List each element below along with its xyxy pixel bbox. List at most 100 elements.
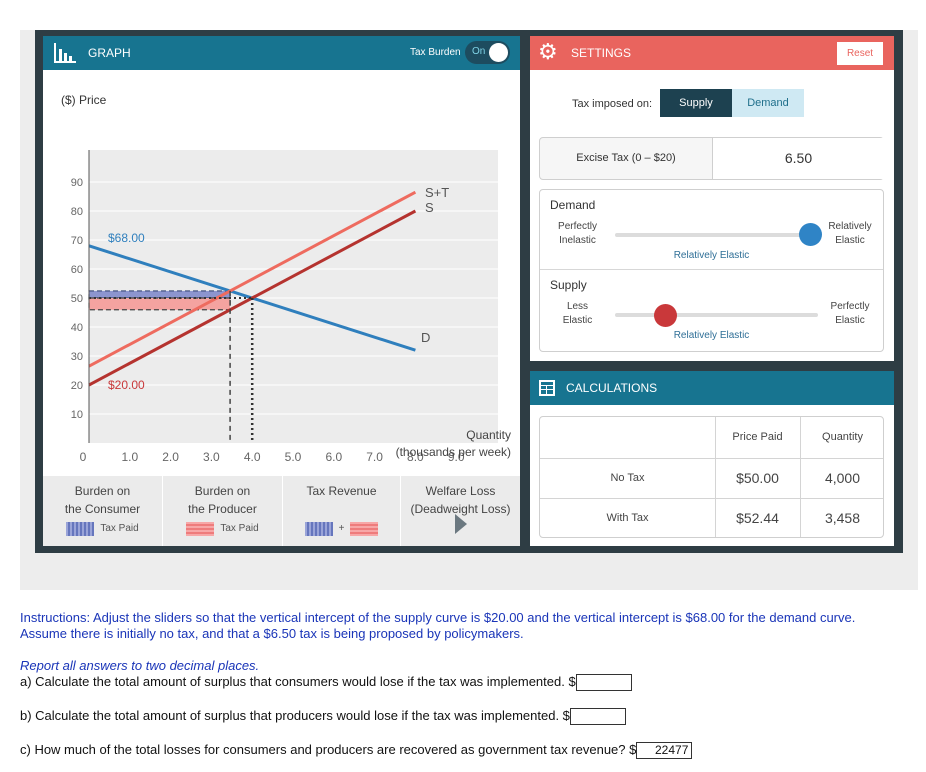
excise-tax-label: Excise Tax (0 – $20) [576,152,676,164]
x-tick-label: 3.0 [203,450,220,464]
bar-chart-icon [54,43,76,63]
revenue-plus: + [338,523,345,534]
col-header-quantity: Quantity [822,431,863,443]
tax-burden-label: Tax Burden [410,47,461,58]
instructions-text: Instructions: Adjust the sliders so that… [20,610,856,641]
elasticity-sliders: Demand Perfectly Inelastic Relatively Elas… [539,189,884,352]
question-b-text: b) Calculate the total amount of surplus… [20,708,570,723]
consumer-burden-area [88,290,231,299]
tax-imposed-label: Tax imposed on: [572,98,653,110]
question-c: c) How much of the total losses for cons… [20,742,693,760]
supply-slider-left-label: Less Elastic [562,301,593,326]
supply-demand-chart: 90 80 70 60 50 40 30 20 10 0 1.0 2.0 3.0 4.0 5.0 6.0 7.… [71,150,498,464]
supply-slider-value: Relatively Elastic [673,330,750,341]
reset-button[interactable]: Reset [836,41,884,66]
graph-panel: GRAPH Tax Burden On ($) Price 90 80 70 60 50… [43,36,520,546]
y-tick-label: 40 [71,322,83,334]
consumer-swatch-label: Tax Paid [100,523,139,534]
question-c-text: c) How much of the total losses for cons… [20,742,637,757]
consumer-tax-swatch [66,522,95,536]
revenue-red-swatch [350,522,379,536]
table-divider-h2 [540,498,883,499]
excise-tax-input[interactable]: 6.50 [712,138,884,179]
graph-title: GRAPH [88,46,131,60]
question-a-text: a) Calculate the total amount of surplus… [20,674,576,689]
quantity-axis-label: Quantity (thousands per week) [383,427,511,461]
legend-burden-producer[interactable]: Burden on the Producer Tax Paid [163,476,283,546]
legend-welfare-line2: (Deadweight Loss) [410,502,511,516]
table-divider-h1 [540,458,883,459]
answer-c-input[interactable]: 22477 [636,742,693,760]
graph-area: ($) Price 90 80 70 60 50 40 30 20 10 0 1.0 2.0 3.0 4… [43,70,520,476]
report-note: Report all answers to two decimal places… [20,658,260,673]
toggle-knob [489,43,508,62]
tax-on-demand-button[interactable]: Demand [732,89,804,117]
graph-header: GRAPH Tax Burden On [43,36,520,70]
y-tick-label: 60 [71,264,83,276]
x-tick-label: 1.0 [121,450,138,464]
supply-slider-track[interactable] [615,313,818,317]
quantity-axis-label-line2: (thousands per week) [395,445,511,459]
row-label-with-tax: With Tax [606,512,649,524]
demand-intercept-label: $68.00 [108,231,145,245]
legend-revenue-label: Tax Revenue [306,484,377,498]
gear-icon: ⚙ [538,39,558,64]
producer-tax-swatch [186,522,215,536]
tax-burden-toggle[interactable]: On [465,41,510,64]
legend-welfare-loss[interactable]: Welfare Loss (Deadweight Loss) [401,476,520,546]
y-tick-label: 70 [71,235,83,247]
answer-a-input[interactable] [575,674,632,692]
producer-swatch-label: Tax Paid [220,523,259,534]
calculations-header: CALCULATIONS [530,371,894,405]
col-header-price: Price Paid [732,431,783,443]
calculations-table: Price Paid Quantity No Tax $50.00 4,000 … [539,416,884,538]
demand-slider-section: Demand Perfectly Inelastic Relatively Elas… [540,190,883,270]
y-tick-label: 20 [71,380,83,392]
settings-title: SETTINGS [571,46,632,60]
legend-burden-consumer[interactable]: Burden on the Consumer Tax Paid [43,476,163,546]
y-tick-label: 10 [71,409,83,421]
legend-tax-revenue[interactable]: Tax Revenue + [283,476,401,546]
curve-label-s: S [425,200,434,215]
demand-slider-right-label: Relatively Elastic [828,221,872,246]
y-tick-label: 80 [71,206,83,218]
supply-slider-handle[interactable] [654,304,677,327]
supply-slider-right-label: Perfectly Elastic [830,301,870,326]
demand-slider-heading: Demand [550,198,596,212]
legend-bar: Burden on the Consumer Tax Paid Burden on… [43,476,520,546]
x-tick-label: 7.0 [366,450,383,464]
curve-label-d: D [421,330,430,345]
toggle-label: On [472,46,486,57]
y-tick-label: 30 [71,351,83,363]
row-label-no-tax: No Tax [610,472,645,484]
y-tick-label: 50 [71,293,83,305]
y-tick-label: 90 [71,177,83,189]
x-tick-label: 0 [80,450,87,464]
supply-slider-section: Supply Less Elastic Perfectly Elastic Rela… [540,270,883,350]
x-tick-label: 9.0 [448,450,465,464]
x-tick-label: 6.0 [325,450,342,464]
play-icon[interactable] [454,514,467,534]
demand-slider-track[interactable] [615,233,818,237]
x-tick-label: 8.0 [407,450,424,464]
table-divider-v1 [715,417,716,537]
question-a: a) Calculate the total amount of surplus… [20,674,632,692]
no-tax-quantity: 4,000 [824,470,861,486]
legend-consumer-line1: Burden on [74,484,131,498]
legend-producer-line2: the Producer [188,502,257,516]
legend-consumer-line2: the Consumer [64,502,141,516]
tax-on-supply-button[interactable]: Supply [660,89,732,117]
x-tick-label: 4.0 [244,450,261,464]
curve-label-st: S+T [425,185,449,200]
settings-header: ⚙ SETTINGS Reset [530,36,894,70]
calculations-panel: CALCULATIONS Price Paid Quantity No Tax … [530,371,894,546]
demand-slider-value: Relatively Elastic [673,250,750,261]
x-tick-label: 5.0 [285,450,302,464]
demand-slider-handle[interactable] [799,223,822,246]
with-tax-quantity: 3,458 [824,510,861,526]
revenue-blue-swatch [304,522,333,536]
quantity-axis-label-line1: Quantity [466,428,511,442]
legend-producer-line1: Burden on [194,484,251,498]
calculator-icon [539,380,555,396]
answer-b-input[interactable] [569,708,626,726]
